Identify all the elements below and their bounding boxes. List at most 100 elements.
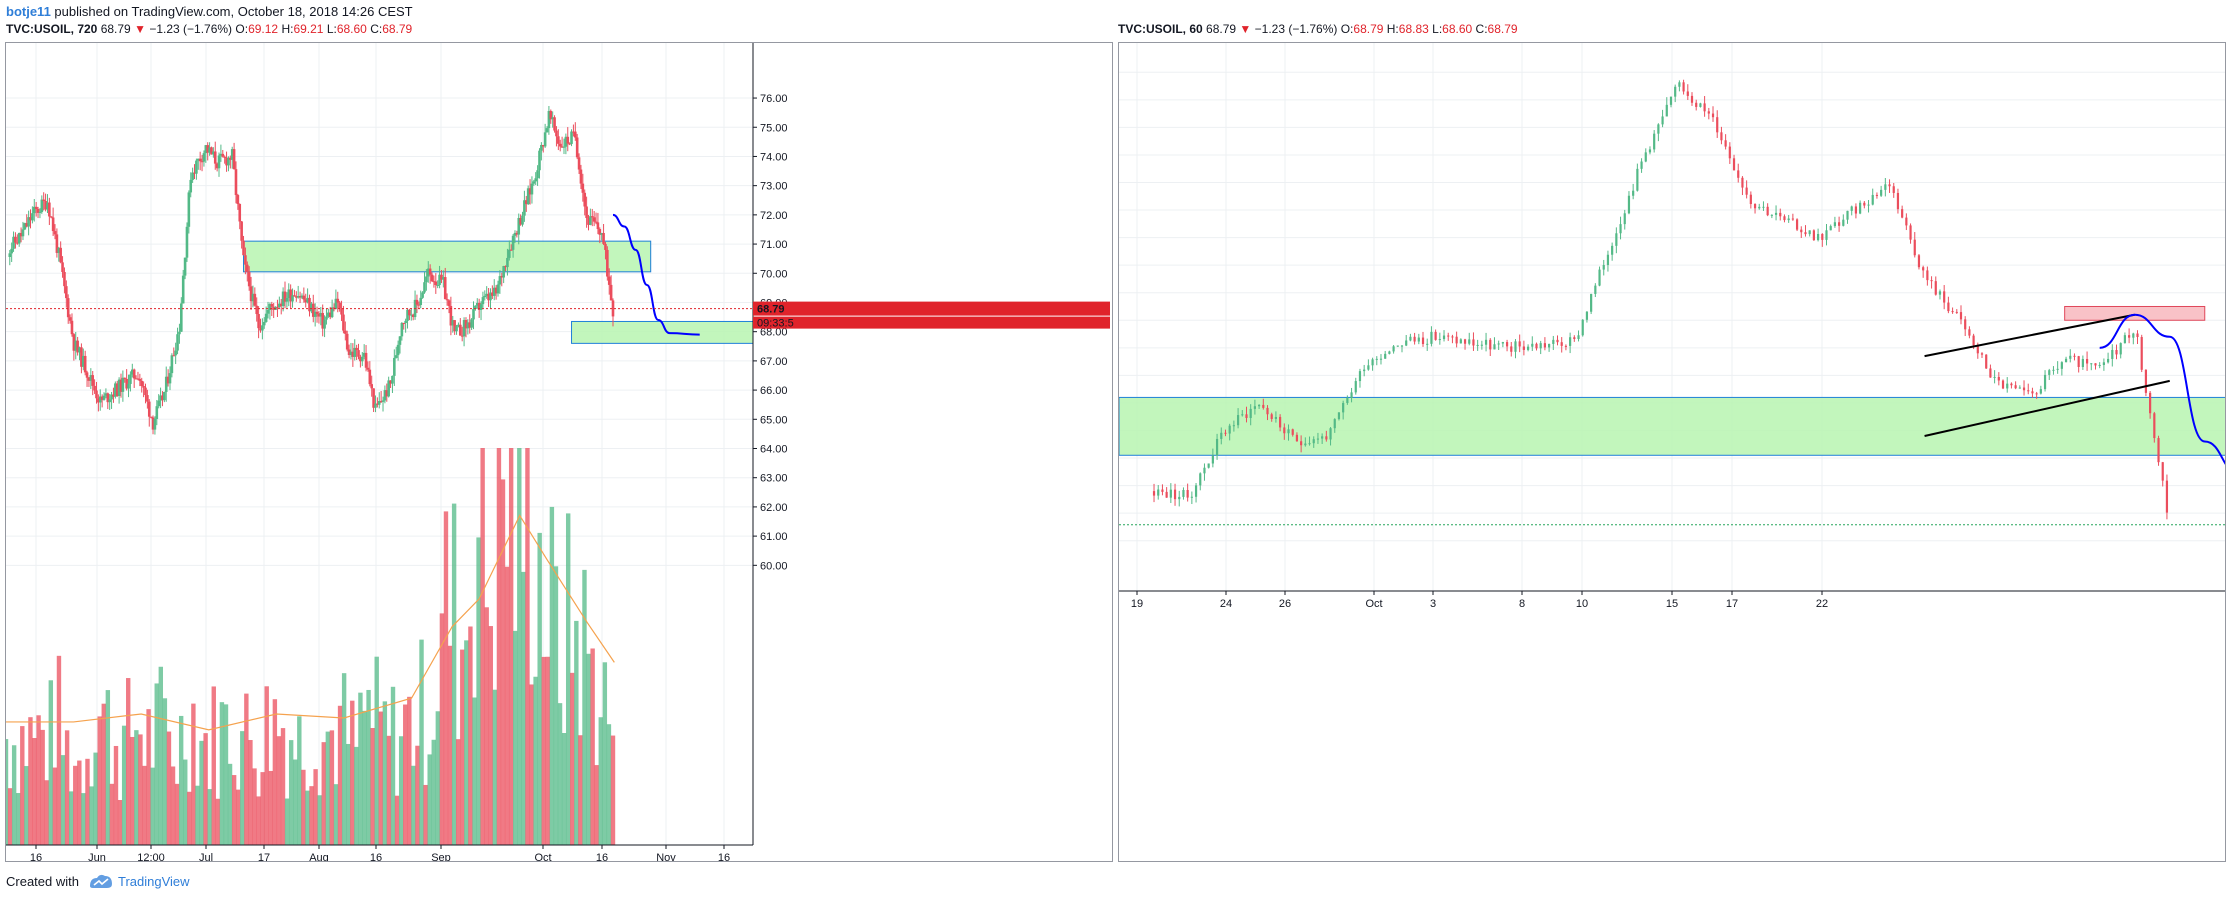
candle-body [524, 200, 528, 205]
right-l-label: L: [1432, 22, 1443, 36]
candle-body [2136, 333, 2139, 338]
candle-body [251, 293, 255, 302]
candle-body [400, 323, 404, 337]
time-tick-label: 10 [1576, 598, 1588, 610]
candle-body [157, 400, 160, 407]
candle-body [526, 188, 530, 205]
candle-body [1287, 429, 1290, 434]
candle-body [287, 289, 291, 298]
candle-body [1421, 337, 1425, 345]
last-price-tag-label: 68.79 [757, 304, 785, 316]
candle-body [438, 274, 441, 285]
right-chart-panel[interactable]: 77.0076.5076.0075.5075.0074.5074.0073.50… [1118, 42, 2226, 862]
volume-bar [215, 798, 221, 845]
candle-body [2035, 393, 2038, 395]
left-last-price: 68.79 [100, 22, 131, 36]
volume-bar [48, 680, 54, 845]
candle-body [185, 226, 189, 258]
candle-body [575, 137, 579, 158]
candle-body [1430, 331, 1433, 344]
tradingview-link[interactable]: TradingView [118, 874, 190, 889]
left-chart-panel[interactable]: 76.0075.0074.0073.0072.0071.0070.0069.00… [5, 42, 1113, 862]
candle-body [253, 293, 257, 306]
candle-body [119, 379, 123, 392]
candle-body [53, 231, 57, 235]
candle-body [161, 395, 164, 401]
candle-body [364, 352, 368, 368]
candle-body [2157, 438, 2160, 463]
volume-bar [280, 728, 286, 845]
volume-bar [398, 736, 404, 845]
right-change: −1.23 (−1.76%) [1254, 22, 1338, 36]
created-with-label: Created with [6, 874, 79, 889]
candle-body [104, 393, 108, 396]
candle-body [1917, 255, 1921, 268]
volume-bar [411, 765, 416, 845]
candle-body [1737, 170, 1740, 178]
candle-body [1283, 427, 1286, 434]
volume-bar [451, 503, 457, 845]
candle-body [25, 223, 29, 227]
candle-body [534, 178, 538, 182]
candle-body [1157, 489, 1160, 496]
candle-body [227, 157, 230, 166]
candle-body [453, 320, 456, 332]
candle-body [2161, 462, 2164, 481]
candle-body [523, 200, 526, 216]
candle-body [587, 218, 590, 225]
volume-bar [223, 704, 229, 845]
candle-body [1695, 102, 1698, 107]
volume-bar [346, 743, 351, 845]
candle-body [1774, 212, 1778, 215]
candle-body [342, 314, 345, 331]
candle-body [14, 236, 17, 243]
right-quote-line: TVC:USOIL, 60 68.79 ▼ −1.23 (−1.76%) O:6… [1118, 22, 1518, 36]
candle-body [419, 297, 423, 305]
candle-body [1569, 337, 1572, 346]
candle-body [1959, 312, 1963, 320]
candle-body [100, 396, 104, 400]
candle-body [1964, 319, 1967, 330]
trendline [1924, 313, 2135, 358]
candle-body [1484, 339, 1488, 345]
left-chart[interactable]: 76.0075.0074.0073.0072.0071.0070.0069.00… [6, 43, 1112, 861]
volume-bar [64, 730, 70, 845]
candle-body [155, 406, 159, 419]
author-link[interactable]: botje11 [6, 4, 51, 19]
candle-body [1632, 190, 1635, 196]
candle-body [191, 172, 194, 180]
candle-body [23, 223, 27, 230]
candle-body [1262, 404, 1265, 408]
price-tick-label: 61.00 [760, 531, 788, 543]
volume-bar [394, 795, 400, 845]
right-symbol[interactable]: TVC:USOIL, 60 [1118, 22, 1203, 36]
candle-body [29, 217, 32, 221]
volume-bar [256, 796, 261, 845]
candle-body [2077, 356, 2080, 367]
candle-body [2123, 335, 2127, 344]
volume-bar [52, 767, 58, 845]
volume-bar [187, 791, 192, 845]
right-chart[interactable]: 77.0076.5076.0075.5075.0074.5074.0073.50… [1119, 43, 2225, 861]
candle-body [1581, 319, 1584, 336]
candle-body [402, 323, 406, 325]
left-symbol[interactable]: TVC:USOIL, 720 [6, 22, 98, 36]
candle-body [1800, 229, 1803, 233]
candle-body [470, 319, 473, 328]
candle-body [1875, 194, 1879, 196]
candle-body [1703, 103, 1706, 112]
candle-body [21, 229, 25, 237]
candle-body [1602, 265, 1605, 270]
price-tick-label: 68.00 [760, 327, 788, 339]
candle-body [236, 195, 240, 205]
candle-body [210, 147, 213, 155]
price-tick-label: 60.00 [760, 560, 788, 572]
candle-body [1661, 116, 1664, 125]
candle-body [553, 117, 556, 131]
candle-body [449, 305, 453, 326]
candle-body [2144, 369, 2148, 393]
tradingview-logo-icon[interactable] [88, 872, 114, 892]
candle-body [1526, 346, 1530, 350]
candle-body [1825, 230, 1828, 240]
candle-body [1510, 346, 1513, 352]
